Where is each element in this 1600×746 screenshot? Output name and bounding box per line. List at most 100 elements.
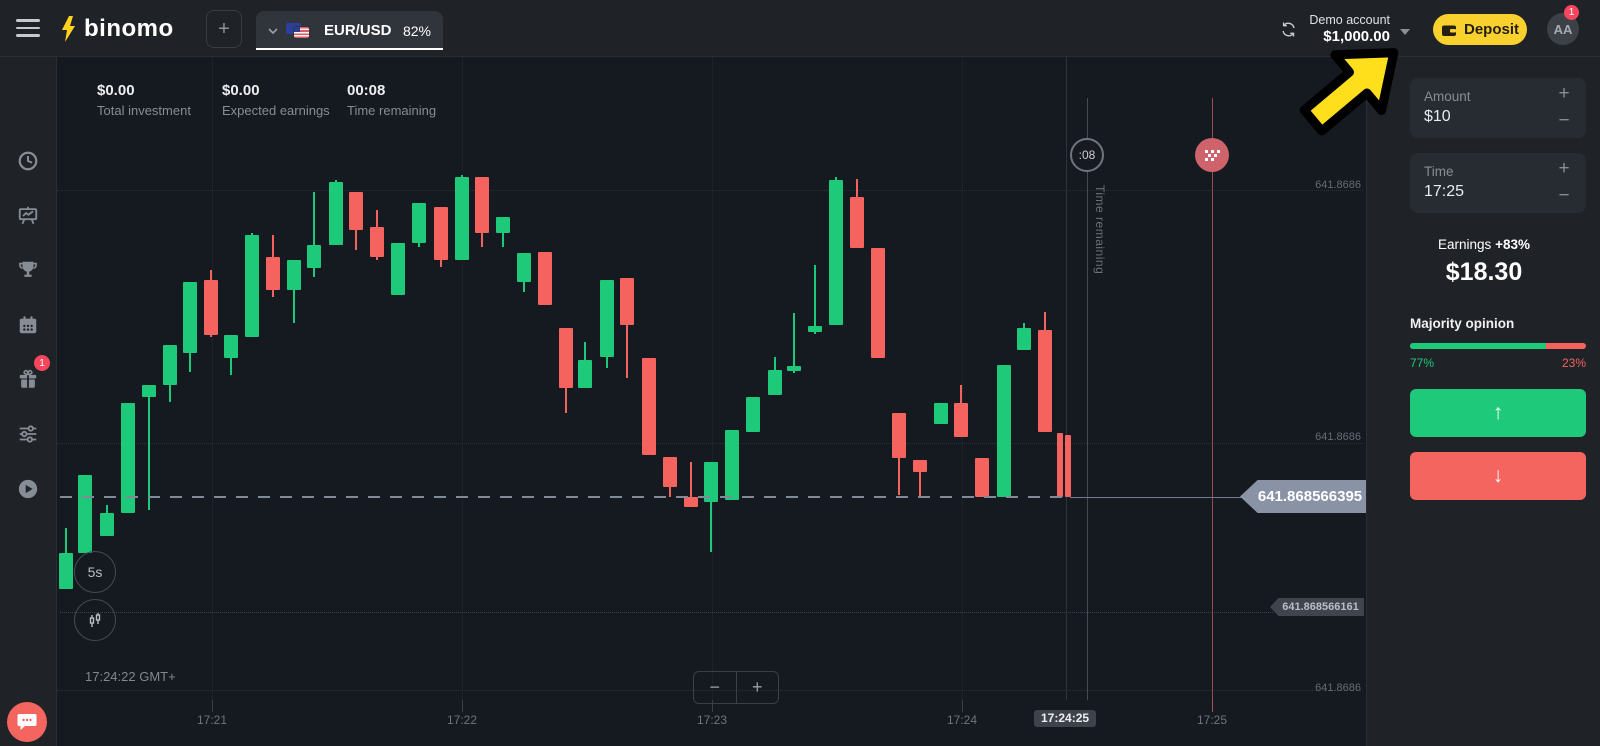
candle-body xyxy=(224,335,238,358)
zoom-in-button[interactable]: + xyxy=(751,677,763,697)
left-sidebar: 1 xyxy=(0,57,57,746)
stat-label: Total investment xyxy=(97,103,191,118)
chart-type-button[interactable] xyxy=(74,599,116,641)
time-card[interactable]: Time 17:25 + − xyxy=(1410,153,1586,213)
chart-clock: 17:24:22 GMT+ xyxy=(85,669,176,684)
candle-body xyxy=(559,328,573,388)
call-up-button[interactable]: ↑ xyxy=(1410,389,1586,437)
interval-button[interactable]: 5s xyxy=(74,551,116,593)
sidebar-item-gifts[interactable]: 1 xyxy=(8,355,50,399)
chevron-down-icon xyxy=(268,27,278,34)
time-tick xyxy=(1212,700,1213,712)
candle-body xyxy=(787,366,801,371)
candle-wick xyxy=(626,278,628,378)
sidebar-item-calendar[interactable] xyxy=(8,305,48,345)
wallet-icon xyxy=(1441,25,1456,36)
time-decrease-button[interactable]: − xyxy=(1558,185,1570,206)
support-chat-button[interactable] xyxy=(7,702,47,742)
time-increase-button[interactable]: + xyxy=(1558,158,1570,179)
candle-body xyxy=(975,458,989,497)
candle-body xyxy=(620,278,634,325)
eu-flag-icon xyxy=(286,22,301,34)
sidebar-item-tutorials[interactable] xyxy=(8,469,48,509)
candle-body xyxy=(934,403,948,424)
candle-body xyxy=(245,235,259,337)
amount-label: Amount xyxy=(1424,89,1471,104)
sidebar-item-tournaments[interactable] xyxy=(8,250,48,290)
deposit-button[interactable]: Deposit xyxy=(1433,14,1527,45)
amount-card[interactable]: Amount $10 + − xyxy=(1410,78,1586,138)
candle-body xyxy=(412,203,426,243)
candle-wick xyxy=(690,462,692,507)
secondary-price-tag: 641.868566161 xyxy=(1270,598,1364,616)
trophy-icon xyxy=(19,261,37,277)
earnings-line: Earnings +83% xyxy=(1367,237,1600,252)
time-value[interactable]: 17:25 xyxy=(1424,183,1465,200)
candle-body xyxy=(163,345,177,385)
candle-body xyxy=(142,385,156,397)
account-switcher[interactable]: Demo account $1,000.00 xyxy=(1280,12,1410,46)
stat-label: Expected earnings xyxy=(222,103,330,118)
asset-tab-eurusd[interactable]: EUR/USD 82% xyxy=(256,11,443,50)
lightning-icon xyxy=(62,16,75,42)
candle-body xyxy=(455,177,469,260)
candle-body xyxy=(725,430,739,500)
zoom-out-button[interactable]: − xyxy=(694,672,737,703)
us-flag-icon xyxy=(293,25,310,39)
candle-body xyxy=(349,192,363,230)
put-down-button[interactable]: ↓ xyxy=(1410,452,1586,500)
deadline-countdown: :08 xyxy=(1078,148,1096,162)
avatar-initials: AA xyxy=(1553,21,1573,37)
time-tick xyxy=(212,700,213,712)
candle-body xyxy=(768,370,782,395)
pair-name: EUR/USD xyxy=(324,22,392,39)
candle-body xyxy=(307,245,321,268)
majority-bar-up xyxy=(1410,343,1546,349)
checkered-flag-icon xyxy=(1204,149,1220,161)
zoom-controls: − + xyxy=(693,671,779,704)
add-asset-tab-button[interactable]: + xyxy=(206,10,242,48)
candle-body xyxy=(954,403,968,437)
candle-wick xyxy=(313,192,315,277)
time-label: Time xyxy=(1424,164,1454,179)
purchase-deadline-badge: :08 xyxy=(1070,138,1104,172)
time-axis-label: 17:22 xyxy=(446,713,478,727)
refresh-icon xyxy=(1282,21,1295,37)
sidebar-item-history[interactable] xyxy=(8,141,48,181)
v-gridline xyxy=(212,57,213,700)
candle-body xyxy=(808,326,822,332)
menu-icon[interactable] xyxy=(16,19,40,37)
candle-body xyxy=(329,182,343,245)
gift-icon xyxy=(19,369,37,388)
price-line-dashed xyxy=(60,496,1070,498)
account-balance: $1,000.00 xyxy=(1323,28,1390,45)
candle-body xyxy=(204,280,218,335)
candle-body xyxy=(59,553,73,589)
amount-increase-button[interactable]: + xyxy=(1558,83,1570,104)
stat-value: $0.00 xyxy=(97,82,135,99)
majority-opinion-label: Majority opinion xyxy=(1410,316,1515,331)
candle-body xyxy=(183,282,197,353)
expiry-flag-icon xyxy=(1195,138,1229,172)
candle-body xyxy=(121,403,135,513)
sidebar-item-strategies[interactable] xyxy=(8,196,48,236)
amount-value[interactable]: $10 xyxy=(1424,108,1451,125)
candle-body xyxy=(78,475,92,553)
amount-decrease-button[interactable]: − xyxy=(1558,110,1570,131)
chevron-down-icon[interactable] xyxy=(1400,29,1410,35)
candle-body xyxy=(1057,433,1063,497)
candle-body xyxy=(370,227,384,257)
candle-body xyxy=(1017,328,1031,350)
expiry-line xyxy=(1212,98,1213,712)
chart-board-icon xyxy=(18,206,38,225)
candle-body xyxy=(434,207,448,260)
earnings-label: Earnings xyxy=(1438,237,1492,252)
h-gridline xyxy=(57,443,1363,444)
time-axis-label: 17:24 xyxy=(946,713,978,727)
price-axis-label: 641.8686 xyxy=(1315,431,1361,443)
stat-label: Time remaining xyxy=(347,103,437,118)
candlestick-chart[interactable]: 641.8686 641.8686 641.8686 17:21 17:22 17:23 1… xyxy=(57,57,1366,746)
candle-body xyxy=(871,248,885,358)
avatar[interactable]: AA xyxy=(1547,13,1579,45)
sidebar-item-settings[interactable] xyxy=(8,414,48,454)
